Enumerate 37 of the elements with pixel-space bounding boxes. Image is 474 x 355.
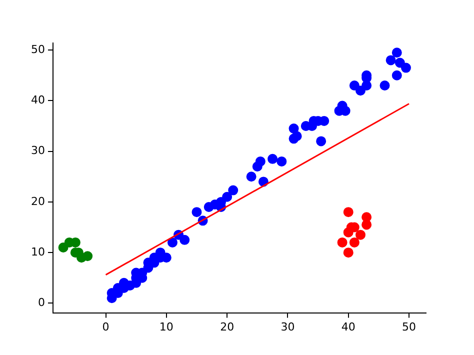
point (82, 251, 93, 262)
point (228, 185, 238, 196)
point (400, 62, 411, 73)
point (386, 55, 396, 66)
x-tick-label: 30 (280, 320, 295, 334)
y-tick-label: 50 (30, 42, 45, 56)
point (392, 70, 402, 80)
y-tick-label: 20 (30, 194, 45, 208)
y-tick-label: 10 (30, 245, 45, 258)
point (316, 136, 326, 146)
x-tick-label: 20 (220, 320, 234, 334)
point (355, 86, 366, 96)
point (222, 192, 232, 202)
point (343, 248, 354, 258)
point (192, 207, 202, 218)
point (246, 172, 256, 182)
point (292, 131, 302, 142)
y-tick-label: 40 (30, 94, 45, 107)
x-tick-label: 0 (102, 320, 110, 334)
point (337, 237, 348, 248)
point (355, 230, 366, 240)
x-tick-label: 10 (159, 320, 174, 334)
point (268, 154, 278, 164)
y-tick-label: 30 (30, 144, 45, 158)
point (343, 207, 354, 218)
point (276, 156, 287, 166)
point (255, 156, 266, 166)
y-tick-label: 0 (38, 296, 45, 310)
point (167, 237, 178, 248)
x-tick-label: 40 (341, 320, 356, 334)
point (288, 124, 299, 134)
point (349, 237, 360, 248)
point (380, 80, 390, 91)
point (362, 220, 372, 230)
x-tick-label: 50 (402, 320, 416, 334)
point (180, 234, 190, 245)
point (392, 48, 402, 58)
